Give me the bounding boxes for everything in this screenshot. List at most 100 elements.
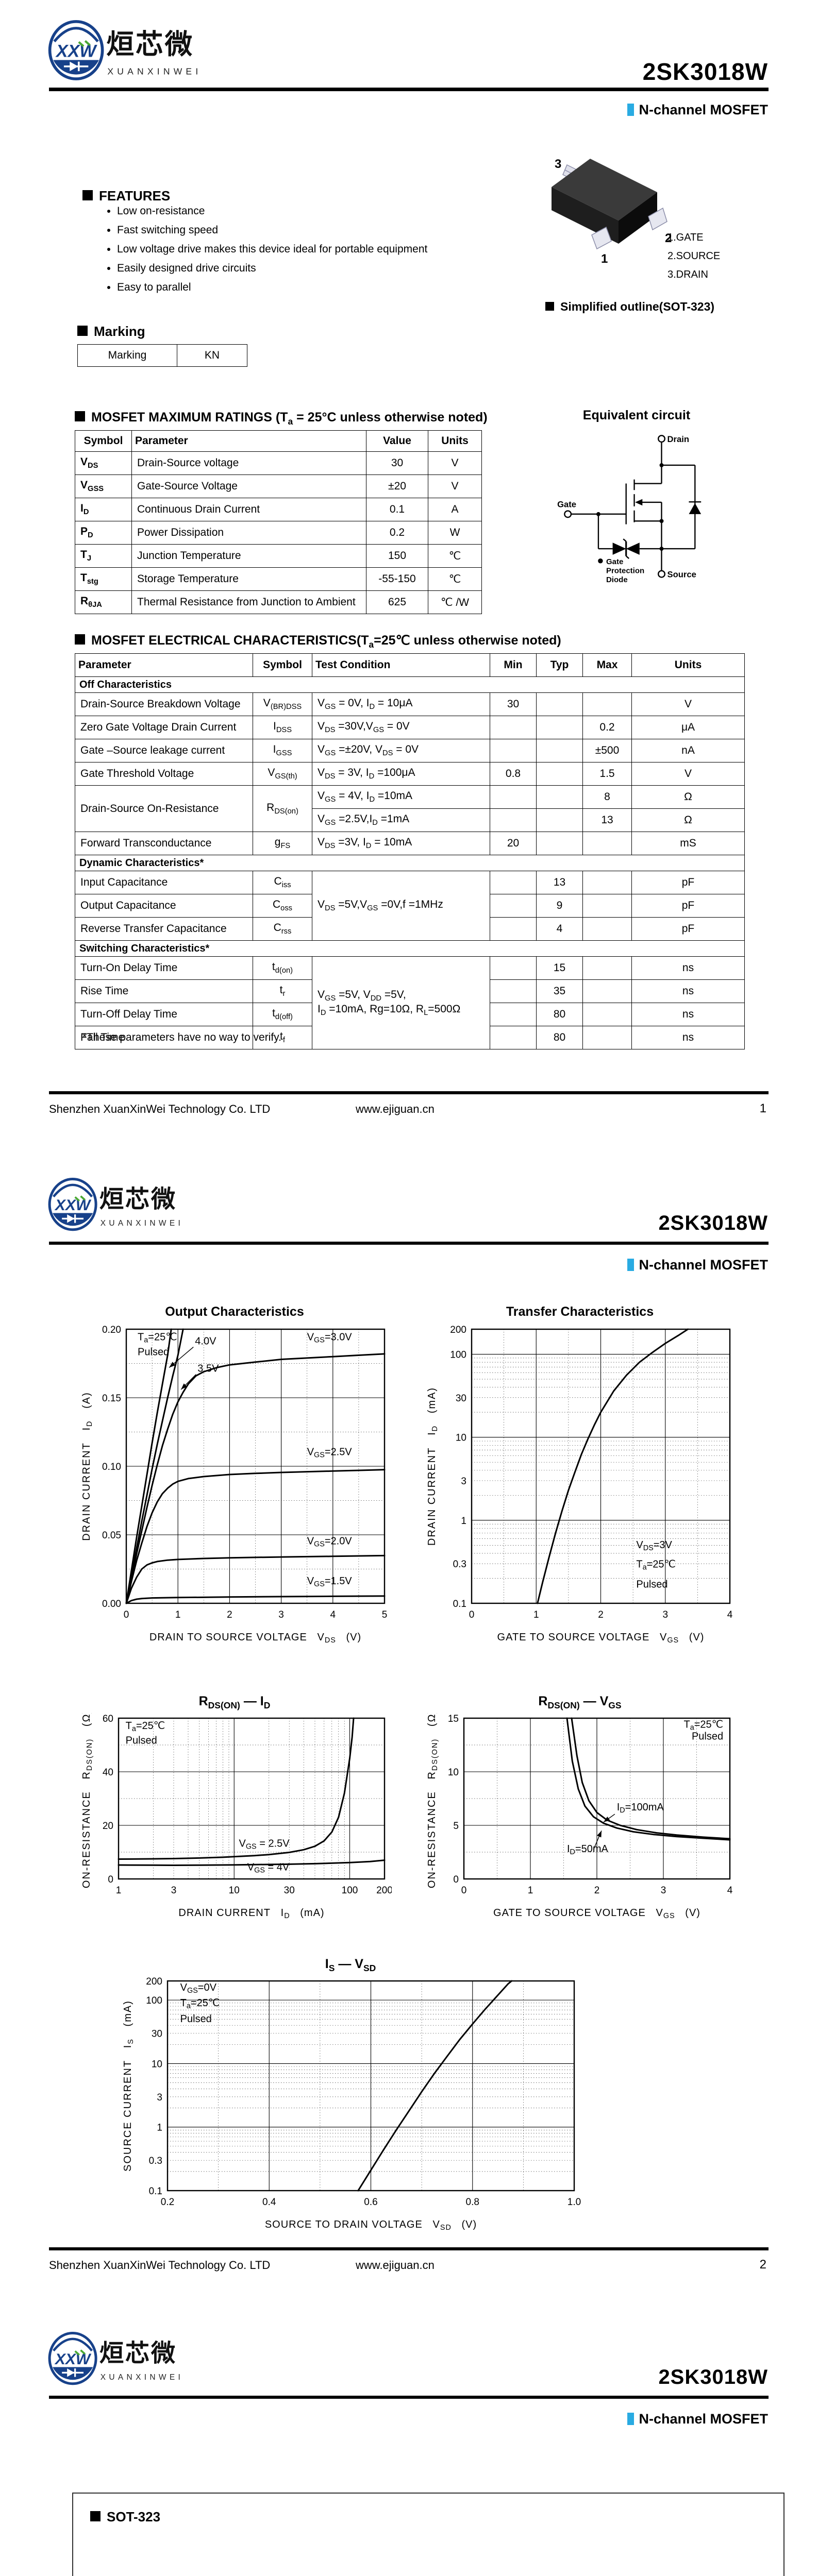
cell: PD [75,521,132,545]
chart-title: Transfer Characteristics [506,1304,654,1319]
svg-text:1: 1 [528,1885,533,1896]
svg-text:3: 3 [171,1885,177,1896]
header-rule [49,88,769,91]
cell: Continuous Drain Current [131,498,366,521]
svg-text:GATE TO SOURCE VOLTAGE VGS: GATE TO SOURCE VOLTAGE VGS (V) [493,1907,700,1920]
sot323-heading: SOT-323 [90,2509,160,2525]
svg-text:200: 200 [146,1976,162,1987]
svg-text:VDS=3V: VDS=3V [636,1539,672,1552]
logo-en-text: XUANXINWEI [101,2373,183,2382]
svg-text:30: 30 [456,1393,466,1404]
svg-text:100: 100 [450,1350,466,1361]
table-row: TJ Junction Temperature 150 ℃ [75,544,482,568]
svg-text:Pulsed: Pulsed [692,1731,723,1742]
svg-text:VGS = 4V: VGS = 4V [247,1861,290,1874]
cell [536,716,583,739]
device-type: N-channel MOSFET [627,2411,768,2427]
footer-company: Shenzhen XuanXinWei Technology Co. LTD [49,2259,271,2272]
svg-text:VGS=1.5V: VGS=1.5V [307,1575,353,1588]
feature-item: Fast switching speed [117,224,427,236]
cell [582,894,632,918]
cell: 0.1 [366,498,428,521]
cell: 30 [490,692,537,716]
cell [490,785,537,809]
cell [536,785,583,809]
section-bullet-icon [90,2511,101,2521]
svg-text:4.0V: 4.0V [195,1335,216,1347]
equivalent-circuit-diagram: Drain Gate Source Gate Protection Diode [557,434,702,584]
cell: Storage Temperature [131,567,366,591]
cell: VDS [75,451,132,475]
svg-text:Ta=25℃: Ta=25℃ [180,1997,220,2010]
cell: Drain-Source Breakdown Voltage [75,692,253,716]
cell: VGS = 0V, ID = 10μA [312,692,490,716]
elec-char-table: Parameter Symbol Test Condition Min Typ … [75,653,745,1049]
cell: 0.2 [582,716,632,739]
cell: VDS =3V, ID = 10mA [312,832,490,855]
cell: IDSS [253,716,312,739]
feature-item: Easily designed drive circuits [117,262,427,275]
svg-text:DRAIN CURRENT ID (A): DRAIN CURRENT ID (A) [81,1392,94,1541]
chart-title: Output Characteristics [165,1304,304,1319]
pin-number: 1 [601,252,608,266]
cell: Ω [631,808,745,832]
features-heading: FEATURES [82,188,170,204]
cell: VGS = 4V, ID =10mA [312,785,490,809]
cell [582,979,632,1003]
cell: Forward Transconductance [75,832,253,855]
cell: tr [253,979,312,1003]
cell [490,808,537,832]
cell [582,1026,632,1049]
marking-heading: Marking [77,324,145,340]
package-drawing-frame [72,2493,784,2576]
feature-item: Low on-resistance [117,205,427,217]
footer-rule [49,1091,769,1094]
accent-square-icon [627,104,635,116]
svg-text:Pulsed: Pulsed [636,1579,667,1590]
cell: Turn-On Delay Time [75,956,253,980]
svg-text:0.6: 0.6 [364,2197,377,2208]
svg-text:10: 10 [448,1767,459,1778]
svg-text:1: 1 [175,1609,181,1620]
elec-char-heading: MOSFET ELECTRICAL CHARACTERISTICS(Ta=25℃… [75,633,561,650]
table-row: VGS =2.5V,ID =1mA 13 Ω [75,808,745,832]
footer-rule [49,2247,769,2250]
table-row: Marking KN [77,344,247,367]
features-list: Low on-resistance Fast switching speed L… [106,205,427,300]
cell: Units [631,653,745,677]
cell: TJ [75,544,132,568]
cell: VGS =±20V, VDS = 0V [312,739,490,762]
cell: td(on) [253,956,312,980]
svg-text:VGS=0V: VGS=0V [180,1982,217,1995]
cell: Off Characteristics [75,676,745,693]
feature-item: Low voltage drive makes this device idea… [117,243,427,256]
svg-text:4: 4 [330,1609,336,1620]
svg-text:30: 30 [284,1885,295,1896]
cell: Value [366,430,428,452]
cell: KN [177,344,247,367]
cell: V [428,474,482,498]
cell: Units [428,430,482,452]
table-row: VDS Drain-Source voltage 30 V [75,451,482,475]
cell: ℃ [428,544,482,568]
cell: 30 [366,451,428,475]
svg-text:2: 2 [594,1885,600,1896]
chart-rdson-vs-id: 1 3 10 30 100 200 0 20 40 60 DRAIN CURRENT ID (mA)… [81,1713,392,1920]
cell [582,832,632,855]
cell: ID [75,498,132,521]
table-row: Drain-Source On-Resistance RDS(on) VGS = 4… [75,785,745,832]
svg-text:0: 0 [124,1609,129,1620]
cell: IGSS [253,739,312,762]
svg-text:ID=100mA: ID=100mA [617,1802,664,1815]
cell: ns [631,956,745,980]
cell: ℃ [428,567,482,591]
chart-is-vs-vsd: 0.2 0.4 0.6 0.8 1.0 0.1 0.3 1 3 10 30 100 200 SOURCE … [122,1976,581,2232]
cell: ns [631,1003,745,1026]
svg-text:100: 100 [146,1995,162,2006]
table-row: Zero Gate Voltage Drain Current IDSS VDS =… [75,716,745,739]
cell: Junction Temperature [131,544,366,568]
max-ratings-heading: MOSFET MAXIMUM RATINGS (Ta = 25°C unless… [75,410,488,427]
part-number: 2SK3018W [642,58,768,85]
svg-text:3.5V: 3.5V [197,1363,219,1374]
table-row: VGSS Gate-Source Voltage ±20 V [75,474,482,498]
